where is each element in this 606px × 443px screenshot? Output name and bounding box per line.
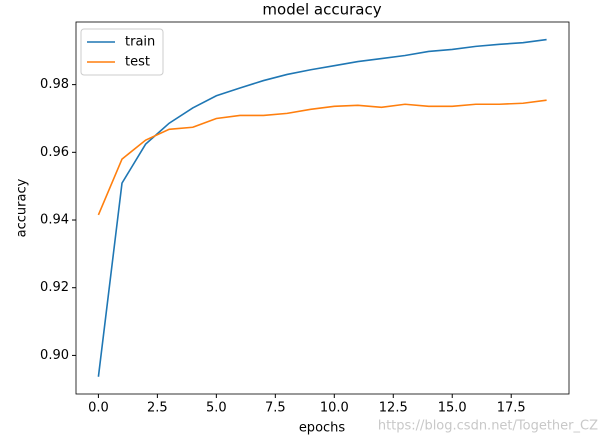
y-tick-label: 0.94 [40, 213, 69, 228]
y-tick-label: 0.96 [40, 145, 69, 160]
x-tick-label: 10.0 [320, 401, 349, 416]
x-tick-label: 2.5 [147, 401, 168, 416]
chart-title: model accuracy [262, 1, 381, 19]
plot-frame [75, 21, 570, 395]
legend-label: test [125, 55, 150, 70]
legend-box [80, 28, 164, 76]
y-tick-label: 0.98 [40, 77, 69, 92]
x-tick-label: 15.0 [438, 401, 467, 416]
watermark: https://blog.csdn.net/Together_CZ [378, 419, 598, 434]
y-axis-label: accuracy [15, 178, 30, 237]
x-tick-label: 12.5 [379, 401, 408, 416]
line-series [97, 38, 547, 377]
y-tick-label: 0.92 [40, 280, 69, 295]
x-tick-label: 17.5 [497, 401, 526, 416]
y-tick-label: 0.90 [40, 348, 69, 363]
line-series [97, 99, 547, 216]
x-tick-label: 0.0 [88, 401, 109, 416]
legend-label: train [125, 35, 155, 50]
x-tick-label: 7.5 [265, 401, 286, 416]
x-tick-label: 5.0 [206, 401, 227, 416]
x-axis-label: epochs [299, 421, 346, 436]
